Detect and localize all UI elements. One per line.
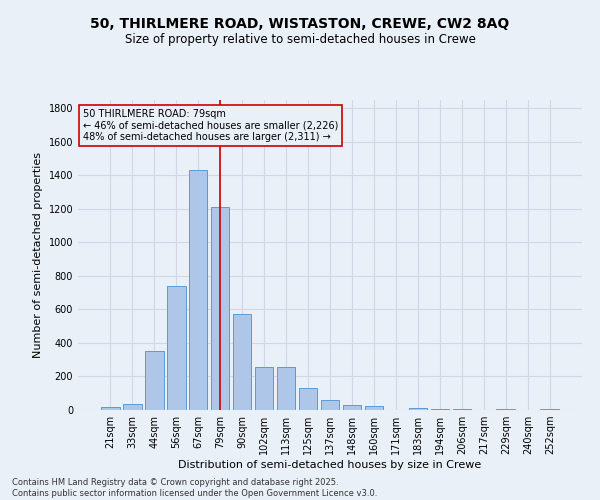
Y-axis label: Number of semi-detached properties: Number of semi-detached properties xyxy=(33,152,43,358)
Bar xyxy=(167,286,185,410)
Bar xyxy=(365,406,383,410)
Bar xyxy=(277,367,295,410)
Bar xyxy=(452,409,471,410)
Text: Contains HM Land Registry data © Crown copyright and database right 2025.
Contai: Contains HM Land Registry data © Crown c… xyxy=(12,478,377,498)
Text: 50 THIRLMERE ROAD: 79sqm
← 46% of semi-detached houses are smaller (2,226)
48% o: 50 THIRLMERE ROAD: 79sqm ← 46% of semi-d… xyxy=(83,110,338,142)
Bar xyxy=(299,388,317,410)
Bar xyxy=(101,408,119,410)
Bar xyxy=(189,170,208,410)
X-axis label: Distribution of semi-detached houses by size in Crewe: Distribution of semi-detached houses by … xyxy=(178,460,482,470)
Bar xyxy=(255,367,274,410)
Bar xyxy=(541,408,559,410)
Text: Size of property relative to semi-detached houses in Crewe: Size of property relative to semi-detach… xyxy=(125,32,475,46)
Bar xyxy=(211,207,229,410)
Bar xyxy=(233,314,251,410)
Bar xyxy=(320,400,340,410)
Bar xyxy=(431,409,449,410)
Bar xyxy=(343,404,361,410)
Text: 50, THIRLMERE ROAD, WISTASTON, CREWE, CW2 8AQ: 50, THIRLMERE ROAD, WISTASTON, CREWE, CW… xyxy=(91,18,509,32)
Bar xyxy=(409,408,427,410)
Bar xyxy=(145,352,164,410)
Bar xyxy=(496,409,515,410)
Bar xyxy=(123,404,142,410)
